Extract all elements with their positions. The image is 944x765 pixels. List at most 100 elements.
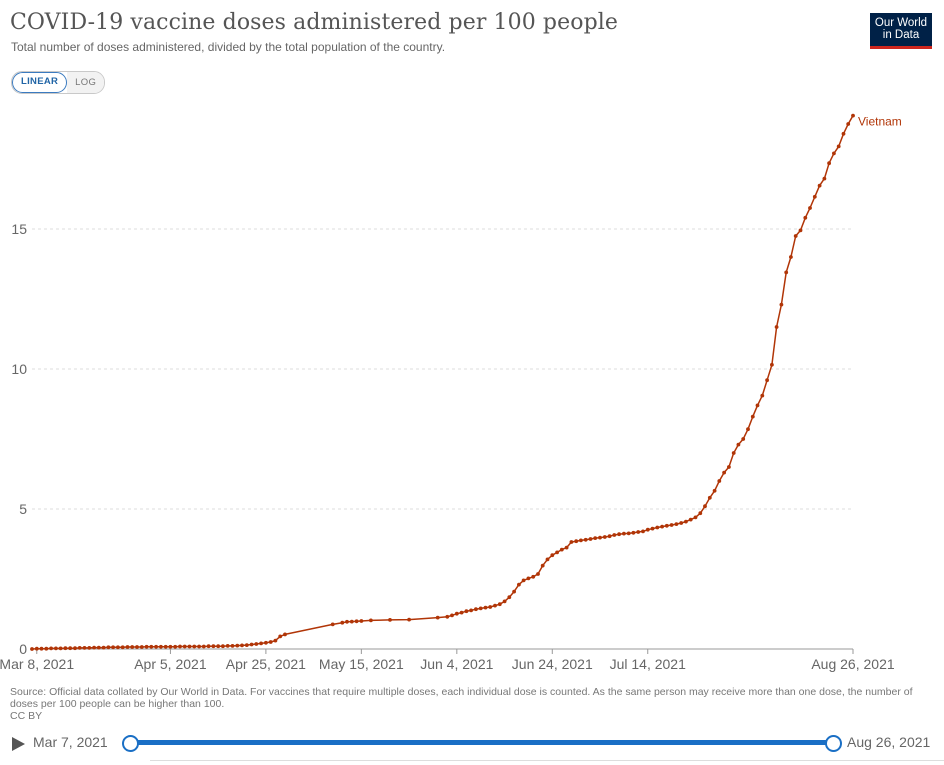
data-point xyxy=(92,645,96,650)
data-point xyxy=(832,151,836,156)
data-point xyxy=(459,610,464,615)
data-point xyxy=(812,194,817,199)
data-point xyxy=(598,535,602,540)
data-point xyxy=(39,646,44,651)
data-point xyxy=(674,522,679,526)
data-point xyxy=(454,611,459,616)
line-chart: 0 5 10 15 Mar 8, 2021 Apr 5, 2021 Apr 25, 202… xyxy=(0,113,902,672)
x-tick-label: Jun 24, 2021 xyxy=(512,656,593,672)
data-point xyxy=(82,646,87,650)
data-point xyxy=(770,362,774,367)
page-title: COVID-19 vaccine doses administered per … xyxy=(10,10,619,35)
x-tick-label: Mar 8, 2021 xyxy=(0,656,74,672)
data-point xyxy=(660,524,664,529)
data-point xyxy=(808,206,812,210)
data-point xyxy=(569,540,574,544)
data-point xyxy=(679,521,684,525)
data-point xyxy=(579,538,583,543)
data-point xyxy=(664,523,669,528)
data-point xyxy=(502,599,507,604)
data-point xyxy=(44,646,49,651)
data-point xyxy=(583,537,588,542)
data-point xyxy=(445,614,450,619)
data-point xyxy=(531,574,536,579)
data-point xyxy=(703,504,707,509)
linear-scale-button[interactable]: LINEAR xyxy=(12,72,68,93)
y-tick-label: 0 xyxy=(19,641,27,657)
data-point xyxy=(760,393,765,398)
data-point xyxy=(712,488,717,493)
tab-bar-divider xyxy=(150,760,944,765)
data-point xyxy=(259,641,263,646)
log-scale-button[interactable]: LOG xyxy=(67,72,105,93)
data-point xyxy=(497,602,502,607)
data-point xyxy=(736,442,741,447)
data-point xyxy=(574,539,579,544)
data-point xyxy=(540,563,545,568)
timeline-end-label: Aug 26, 2021 xyxy=(847,734,931,750)
data-point xyxy=(684,519,688,524)
data-point xyxy=(125,645,130,649)
data-point xyxy=(493,603,497,608)
data-point xyxy=(435,615,440,620)
data-point xyxy=(58,646,63,651)
logo-accent-bar xyxy=(870,46,932,49)
data-point xyxy=(283,632,287,637)
data-point xyxy=(746,427,750,432)
license-text: CC BY xyxy=(10,710,43,722)
x-tick-label: Jun 4, 2021 xyxy=(420,656,493,672)
timeline-start-handle[interactable] xyxy=(122,735,139,752)
data-point xyxy=(450,613,454,618)
data-point xyxy=(478,606,483,611)
timeline-end-handle[interactable] xyxy=(825,735,842,752)
data-point xyxy=(330,622,335,627)
data-point xyxy=(827,161,831,166)
x-tick-label: Aug 26, 2021 xyxy=(811,656,895,672)
data-point xyxy=(641,529,645,534)
data-point xyxy=(149,644,154,649)
data-point xyxy=(636,530,641,534)
data-point xyxy=(178,644,182,649)
data-point xyxy=(545,557,550,562)
data-point xyxy=(784,270,789,275)
data-point xyxy=(116,645,120,650)
scale-toggle: LINEAR LOG xyxy=(11,71,106,94)
x-tick-label: May 15, 2021 xyxy=(319,656,404,672)
data-point xyxy=(168,644,173,649)
data-point xyxy=(225,644,230,648)
data-point xyxy=(517,582,521,587)
data-point xyxy=(526,576,531,581)
data-point xyxy=(249,642,254,647)
timeline-start-label: Mar 7, 2021 xyxy=(33,734,108,750)
timeline: Mar 7, 2021 Aug 26, 2021 xyxy=(0,730,944,760)
data-point xyxy=(631,530,636,535)
data-point xyxy=(521,578,526,583)
x-tick-label: Apr 25, 2021 xyxy=(226,656,306,672)
data-point xyxy=(779,302,784,307)
owid-logo[interactable]: Our World in Data xyxy=(870,13,932,49)
data-point xyxy=(182,644,187,649)
data-point xyxy=(345,619,349,624)
data-point xyxy=(555,550,559,555)
y-axis-tick-labels: 0 5 10 15 xyxy=(11,221,27,657)
data-point xyxy=(507,595,512,600)
x-tick-label: Apr 5, 2021 xyxy=(134,656,207,672)
play-icon[interactable] xyxy=(12,737,25,751)
data-point xyxy=(731,451,736,455)
timeline-track[interactable] xyxy=(129,740,832,745)
data-point xyxy=(139,645,144,649)
data-point xyxy=(822,176,827,181)
logo-line-1: Our World xyxy=(874,17,928,29)
data-point xyxy=(244,643,249,647)
data-point xyxy=(593,536,598,540)
data-point xyxy=(221,644,225,649)
x-axis: Mar 8, 2021 Apr 5, 2021 Apr 25, 2021 May 15… xyxy=(0,648,895,672)
x-tick-label: Jul 14, 2021 xyxy=(610,656,686,672)
data-point xyxy=(359,619,364,623)
data-point xyxy=(273,638,278,643)
data-point xyxy=(536,572,540,576)
data-point xyxy=(464,609,469,614)
data-point xyxy=(201,644,206,649)
data-point xyxy=(607,534,612,539)
data-point xyxy=(622,531,626,536)
